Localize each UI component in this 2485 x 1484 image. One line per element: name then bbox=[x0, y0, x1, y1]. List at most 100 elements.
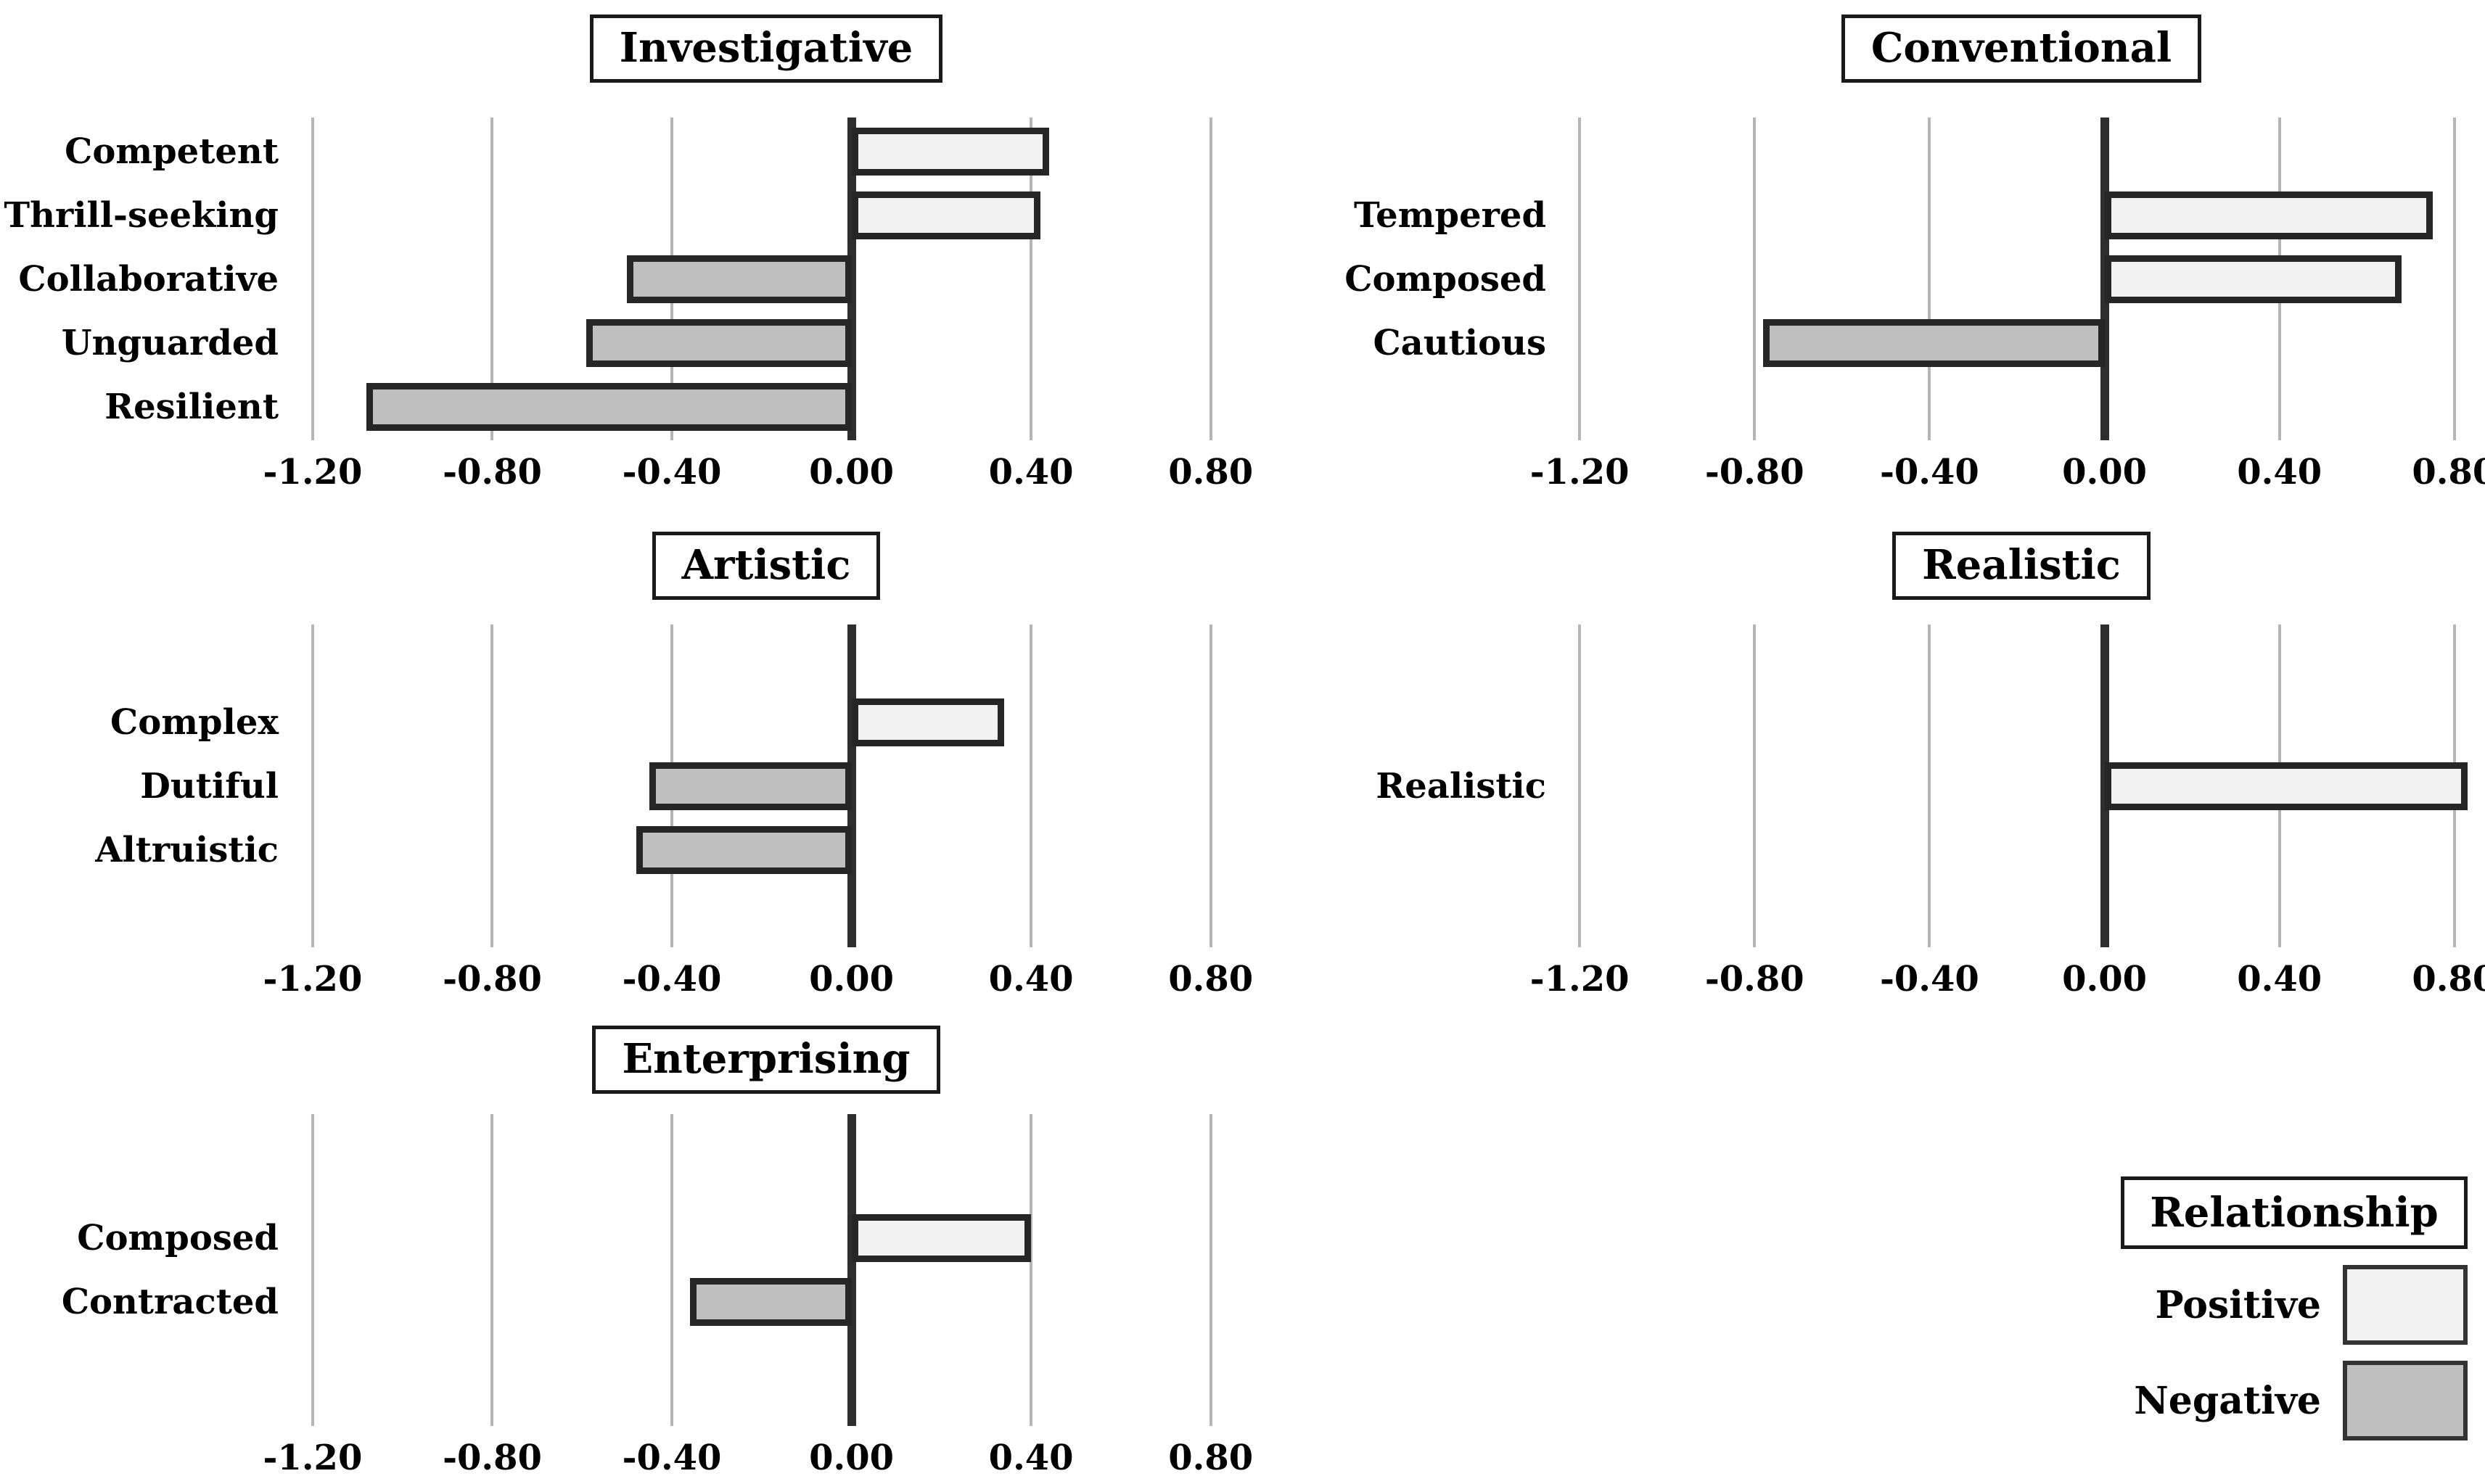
chart-panel-artistic: Artistic Complex Dutiful Altruistic -1.20-… bbox=[0, 503, 1254, 1005]
category-label-cautious: Cautious bbox=[1373, 322, 1546, 363]
gridline bbox=[490, 118, 494, 440]
gridline bbox=[1030, 1114, 1033, 1426]
bar-conventional-cautious bbox=[1763, 318, 2105, 367]
x-tick-label-0-00: 0.00 bbox=[809, 959, 895, 999]
ylabel-spacer bbox=[1242, 15, 1558, 81]
x-tick-label-0-40: 0.40 bbox=[2237, 959, 2322, 999]
gridline bbox=[490, 1114, 494, 1426]
gridline bbox=[311, 1114, 314, 1426]
category-label-unguarded: Unguarded bbox=[61, 322, 279, 363]
chart-title: Realistic bbox=[1892, 532, 2151, 600]
category-label-resilient: Resilient bbox=[104, 386, 279, 427]
category-label-composed: Composed bbox=[77, 1218, 279, 1258]
bar-investigative-resilient bbox=[366, 382, 852, 431]
chart-title: Investigative bbox=[589, 15, 943, 83]
gridline bbox=[1928, 624, 1931, 947]
category-label-complex: Complex bbox=[110, 701, 279, 743]
x-tick-label-0-40: 0.40 bbox=[2237, 452, 2322, 492]
plot-area bbox=[1558, 624, 2485, 947]
plot-area bbox=[290, 118, 1242, 440]
plot-area bbox=[1558, 118, 2485, 440]
chart-panel-conventional: Conventional Tempered Composed Cautious -1… bbox=[1242, 0, 2485, 503]
x-tick-label-0-00: 0.00 bbox=[2062, 452, 2147, 492]
x-tick-label--0-40: -0.40 bbox=[622, 452, 722, 492]
title-row: Conventional bbox=[1242, 15, 2485, 83]
bar-enterprising-composed bbox=[851, 1214, 1032, 1262]
x-tick-label--0-40: -0.40 bbox=[622, 1438, 722, 1478]
x-tick-label--0-40: -0.40 bbox=[1879, 959, 1979, 999]
bar-investigative-competent bbox=[851, 127, 1049, 176]
x-tick-label--0-80: -0.80 bbox=[1704, 452, 1804, 492]
category-label-competent: Competent bbox=[65, 131, 279, 172]
x-tick-label--1-20: -1.20 bbox=[1529, 452, 1630, 492]
title-row: Artistic bbox=[0, 532, 1242, 600]
x-tick-label--0-80: -0.80 bbox=[443, 959, 542, 999]
gridline bbox=[1753, 624, 1757, 947]
legend-entry-negative: Negative bbox=[2121, 1361, 2468, 1440]
x-tick-label-0-80: 0.80 bbox=[2412, 452, 2485, 492]
legend-label-positive: Positive bbox=[2155, 1282, 2322, 1327]
y-axis-labels: Tempered Composed Cautious bbox=[1242, 118, 1558, 440]
category-label-contracted: Contracted bbox=[61, 1282, 279, 1322]
x-tick-label-0-80: 0.80 bbox=[1168, 1438, 1254, 1478]
y-axis-labels: Composed Contracted bbox=[0, 1114, 290, 1426]
bar-conventional-tempered bbox=[2104, 191, 2433, 239]
gridline bbox=[1928, 118, 1931, 440]
title-row: Investigative bbox=[0, 15, 1242, 83]
x-tick-label--1-20: -1.20 bbox=[1529, 959, 1630, 999]
y-axis-labels: Realistic bbox=[1242, 624, 1558, 947]
x-tick-label-0-40: 0.40 bbox=[988, 1438, 1074, 1478]
x-tick-label-0-00: 0.00 bbox=[809, 452, 895, 492]
x-tick-label--1-20: -1.20 bbox=[263, 452, 363, 492]
legend-swatch-positive bbox=[2343, 1265, 2468, 1345]
chart-panel-investigative: Investigative Competent Thrill-seeking Col… bbox=[0, 0, 1254, 503]
gridline bbox=[311, 624, 314, 947]
title-row: Enterprising bbox=[0, 1026, 1242, 1094]
chart-title: Artistic bbox=[652, 532, 881, 600]
bar-artistic-complex bbox=[851, 698, 1004, 746]
title-row: Realistic bbox=[1242, 532, 2485, 600]
gridline bbox=[2452, 118, 2456, 440]
legend-swatch-negative bbox=[2343, 1361, 2468, 1440]
bar-artistic-altruistic bbox=[636, 825, 852, 874]
zero-axis-line bbox=[847, 1114, 856, 1426]
x-tick-label-0-40: 0.40 bbox=[988, 452, 1074, 492]
gridline bbox=[670, 1114, 674, 1426]
bar-investigative-unguarded bbox=[586, 318, 852, 367]
y-axis-labels: Competent Thrill-seeking Collaborative Ungu… bbox=[0, 118, 290, 440]
x-tick-label--0-80: -0.80 bbox=[443, 1438, 542, 1478]
chart-title: Conventional bbox=[1841, 15, 2202, 83]
category-label-dutiful: Dutiful bbox=[140, 765, 279, 807]
bar-conventional-composed bbox=[2104, 255, 2402, 303]
bar-enterprising-contracted bbox=[689, 1278, 852, 1326]
bar-investigative-thrill-seeking bbox=[851, 191, 1040, 239]
x-axis-ticks: -1.20 -0.80 -0.40 0.00 0.40 0.80 bbox=[263, 947, 1254, 1004]
x-tick-label-0-00: 0.00 bbox=[809, 1438, 895, 1478]
x-tick-label--0-40: -0.40 bbox=[622, 959, 722, 999]
bar-artistic-dutiful bbox=[649, 762, 852, 810]
ylabel-spacer bbox=[0, 15, 290, 81]
gridline bbox=[1753, 118, 1757, 440]
legend-cell: Relationship Positive Negative bbox=[1242, 1005, 2485, 1484]
gridline bbox=[1578, 118, 1582, 440]
x-tick-label-0-40: 0.40 bbox=[988, 959, 1074, 999]
x-tick-label--0-80: -0.80 bbox=[1704, 959, 1804, 999]
chart-panel-realistic: Realistic Realistic -1.20 -0.80 -0.40 0.00 0… bbox=[1242, 503, 2485, 1005]
gridline bbox=[1209, 118, 1212, 440]
x-axis-ticks: -1.20 -0.80 -0.40 0.00 0.40 0.80 bbox=[263, 440, 1254, 497]
chart-title: Enterprising bbox=[592, 1026, 940, 1094]
chart-panel-enterprising: Enterprising Composed Contracted -1.20 -0.… bbox=[0, 1005, 1253, 1484]
bar-realistic-realistic bbox=[2104, 762, 2468, 810]
gridline bbox=[1030, 118, 1033, 440]
gridline bbox=[1578, 624, 1582, 947]
gridline bbox=[1209, 624, 1212, 947]
x-tick-label--1-20: -1.20 bbox=[263, 1438, 363, 1478]
legend: Relationship Positive Negative bbox=[2121, 1176, 2468, 1440]
category-label-realistic: Realistic bbox=[1376, 765, 1546, 807]
gridline bbox=[311, 118, 314, 440]
category-label-collaborative: Collaborative bbox=[18, 258, 279, 300]
gridline bbox=[490, 624, 494, 947]
bar-investigative-collaborative bbox=[627, 255, 852, 303]
legend-title: Relationship bbox=[2121, 1176, 2468, 1249]
